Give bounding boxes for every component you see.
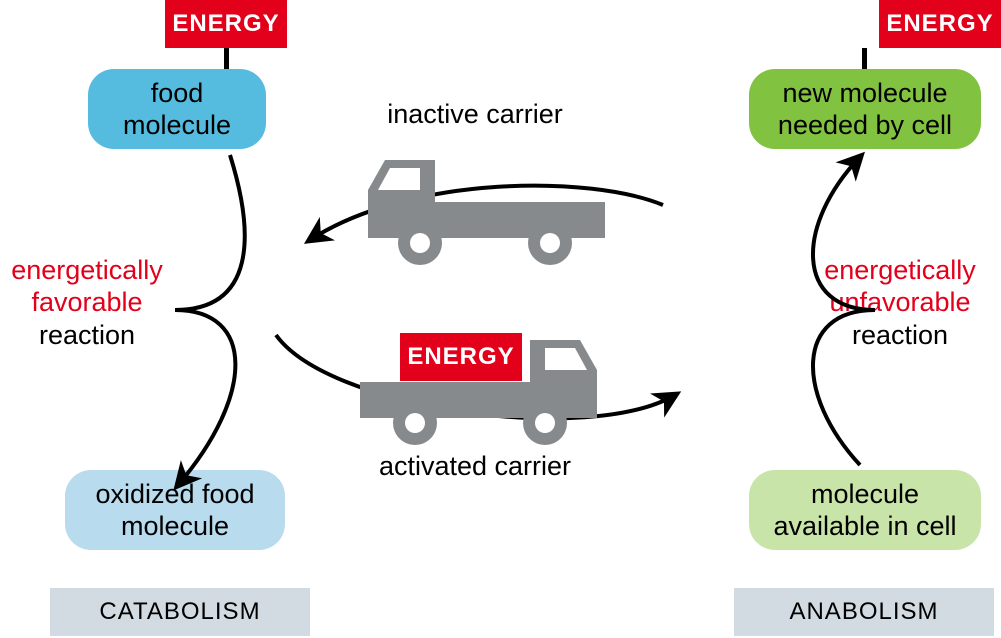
energy-label: ENERGY	[407, 343, 514, 371]
arrow-anabolism	[813, 157, 875, 465]
energy-box-on-truck: ENERGY	[400, 333, 522, 381]
arrows-layer	[0, 0, 1001, 638]
truck-inactive-icon	[360, 140, 605, 270]
arrow-catabolism	[175, 155, 245, 485]
